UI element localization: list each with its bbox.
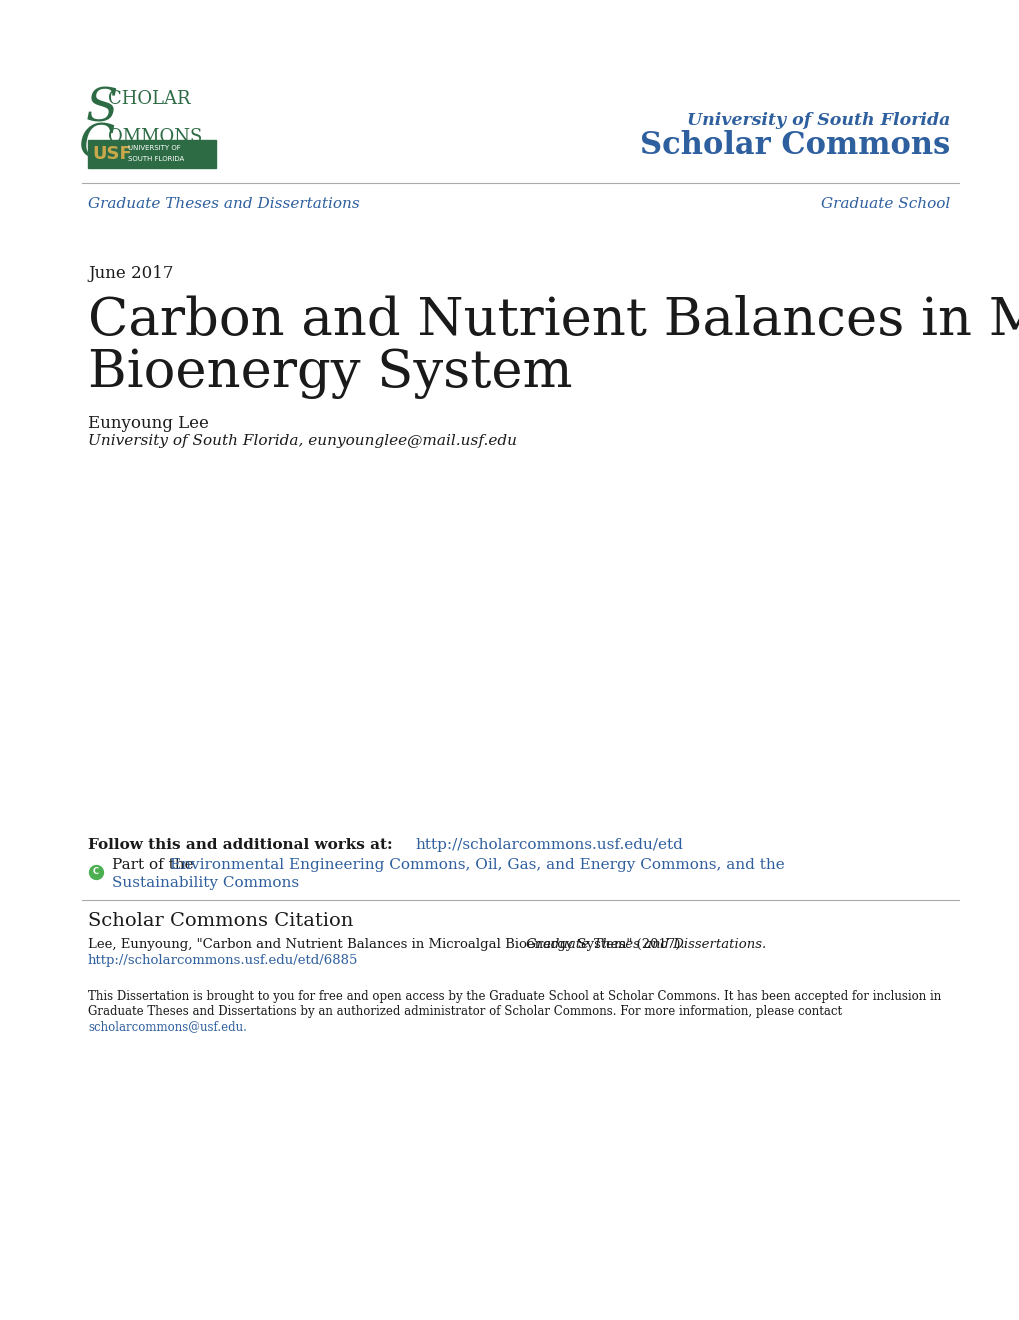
Text: Scholar Commons: Scholar Commons xyxy=(639,129,949,161)
Text: Lee, Eunyoung, "Carbon and Nutrient Balances in Microalgal Bioenergy System" (20: Lee, Eunyoung, "Carbon and Nutrient Bala… xyxy=(88,939,688,950)
Text: Graduate Theses and Dissertations by an authorized administrator of Scholar Comm: Graduate Theses and Dissertations by an … xyxy=(88,1005,842,1018)
Text: Scholar Commons Citation: Scholar Commons Citation xyxy=(88,912,353,931)
Text: UNIVERSITY OF: UNIVERSITY OF xyxy=(127,145,180,150)
Text: University of South Florida: University of South Florida xyxy=(686,112,949,129)
FancyBboxPatch shape xyxy=(88,140,216,168)
Text: http://scholarcommons.usf.edu/etd/6885: http://scholarcommons.usf.edu/etd/6885 xyxy=(88,954,358,968)
Text: Environmental Engineering Commons, Oil, Gas, and Energy Commons, and the: Environmental Engineering Commons, Oil, … xyxy=(170,858,784,873)
Text: S: S xyxy=(86,86,118,131)
Text: Graduate Theses and Dissertations: Graduate Theses and Dissertations xyxy=(88,197,360,211)
Text: Follow this and additional works at:: Follow this and additional works at: xyxy=(88,838,397,851)
Text: June 2017: June 2017 xyxy=(88,265,173,282)
Text: Eunyoung Lee: Eunyoung Lee xyxy=(88,414,209,432)
Text: Bioenergy System: Bioenergy System xyxy=(88,348,572,399)
Text: Part of the: Part of the xyxy=(112,858,199,873)
Text: SOUTH FLORIDA: SOUTH FLORIDA xyxy=(127,156,184,162)
Text: http://scholarcommons.usf.edu/etd: http://scholarcommons.usf.edu/etd xyxy=(415,838,682,851)
Text: Sustainability Commons: Sustainability Commons xyxy=(112,876,299,890)
Text: CHOLAR: CHOLAR xyxy=(108,90,191,108)
Text: This Dissertation is brought to you for free and open access by the Graduate Sch: This Dissertation is brought to you for … xyxy=(88,990,941,1003)
Text: C: C xyxy=(77,121,114,168)
Text: scholarcommons@usf.edu.: scholarcommons@usf.edu. xyxy=(88,1020,247,1034)
Text: Graduate Theses and Dissertations.: Graduate Theses and Dissertations. xyxy=(525,939,765,950)
Text: University of South Florida, eunyounglee@mail.usf.edu: University of South Florida, eunyounglee… xyxy=(88,434,517,447)
Text: USF: USF xyxy=(92,145,131,162)
Text: C: C xyxy=(93,867,99,876)
Text: OMMONS: OMMONS xyxy=(108,128,202,147)
Text: Carbon and Nutrient Balances in Microalgal: Carbon and Nutrient Balances in Microalg… xyxy=(88,294,1019,347)
Text: Graduate School: Graduate School xyxy=(820,197,949,211)
